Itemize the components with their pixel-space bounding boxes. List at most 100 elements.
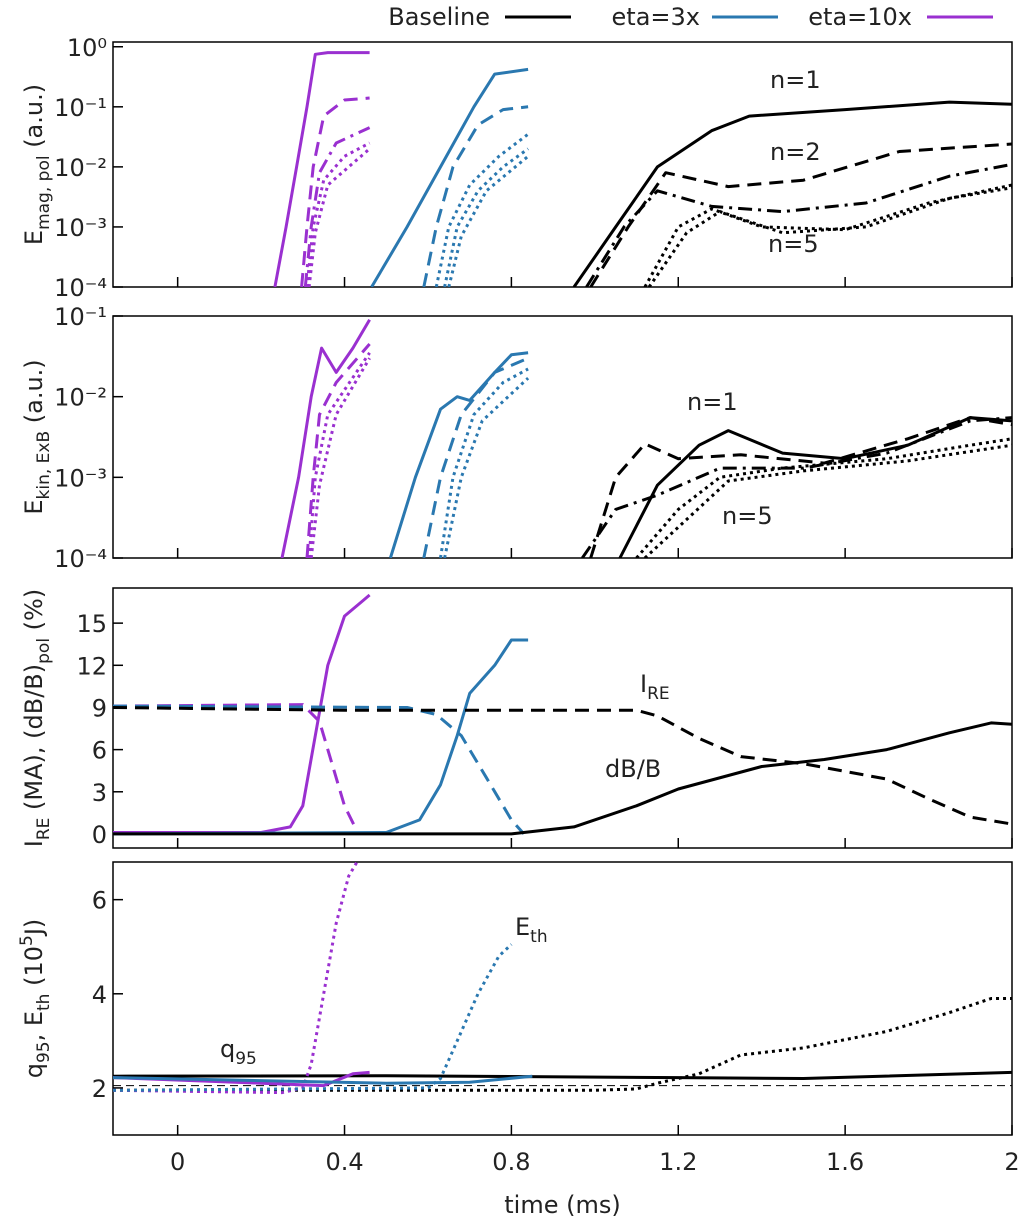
- annotation: n=2: [770, 138, 821, 166]
- y-tick-label: 9: [92, 694, 107, 722]
- y-tick-label: 15: [76, 610, 107, 638]
- y-tick-label: 10⁻¹: [54, 303, 107, 331]
- text-part: J): [20, 919, 48, 937]
- series-line: [434, 133, 530, 287]
- series-group: [113, 593, 1012, 836]
- text-part: (MA), (dB/B): [20, 664, 48, 818]
- x-tick-label: 0.4: [325, 1148, 363, 1176]
- text-part: n=2: [770, 138, 821, 166]
- y-tick-label: 6: [92, 737, 107, 765]
- y-tick-label: 10⁻²: [54, 384, 107, 412]
- text-part: E: [20, 499, 48, 514]
- legend-label: Baseline: [388, 3, 490, 31]
- text-part: th: [530, 927, 547, 947]
- series-line: [422, 356, 529, 558]
- text-part: E: [20, 230, 48, 245]
- text-part: RE: [34, 818, 54, 841]
- text-part: pol: [34, 638, 54, 664]
- y-tick-label: 10⁻¹: [54, 94, 107, 122]
- series-line: [300, 96, 370, 287]
- series-line: [447, 155, 530, 287]
- series-line: [443, 377, 530, 558]
- text-part: (%): [20, 589, 48, 638]
- series-line: [113, 593, 371, 834]
- y-tick-label: 10⁰: [67, 34, 107, 62]
- series-line: [309, 357, 371, 558]
- series-line: [113, 1070, 1012, 1080]
- series-line: [307, 147, 371, 287]
- annotation: n=5: [722, 502, 773, 530]
- series-line: [113, 1074, 533, 1085]
- series-group: [273, 51, 1012, 287]
- text-part: (a.u.): [20, 359, 48, 431]
- text-part: (a.u.): [20, 84, 48, 156]
- y-tick-label: 10⁻³: [54, 464, 107, 492]
- series-line: [585, 162, 1012, 287]
- annotation: Eth: [515, 913, 548, 947]
- text-part: 95: [235, 1049, 257, 1069]
- series-line: [581, 416, 1012, 558]
- text-part: E: [515, 913, 530, 941]
- x-tick-label: 1.6: [826, 1148, 864, 1176]
- plot-frame: [112, 41, 1013, 288]
- text-part: kin, ExB: [34, 431, 54, 500]
- x-tick-label: 1.2: [659, 1148, 697, 1176]
- series-line: [589, 142, 1012, 287]
- series-line: [113, 703, 359, 832]
- series-line: [439, 367, 529, 558]
- series-line: [113, 706, 1012, 826]
- text-part: q: [220, 1035, 235, 1063]
- series-line: [305, 141, 371, 287]
- annotation: q95: [220, 1035, 257, 1069]
- y-tick-label: 4: [92, 981, 107, 1009]
- annotation: n=5: [768, 230, 819, 258]
- series-line: [572, 100, 1012, 287]
- annotation: dB/B: [605, 755, 661, 783]
- y-tick-label: 3: [92, 779, 107, 807]
- series-line: [113, 638, 529, 836]
- series-line: [635, 437, 1012, 558]
- y-axis-label: q95, Eth (105J): [17, 919, 54, 1079]
- y-tick-label: 10⁻³: [54, 214, 107, 242]
- text-part: (10: [20, 946, 48, 994]
- series-line: [113, 862, 359, 1095]
- legend-label: eta=3x: [612, 3, 700, 31]
- series-line: [113, 1070, 370, 1088]
- x-axis-label: time (ms): [504, 1191, 620, 1219]
- y-axis-label: Ekin, ExB (a.u.): [20, 359, 54, 514]
- series-line: [388, 351, 529, 558]
- y-tick-label: 6: [92, 887, 107, 915]
- text-part: n=1: [687, 388, 738, 416]
- text-part: mag, pol: [34, 155, 54, 230]
- text-part: n=1: [770, 66, 821, 94]
- plot-frame: [112, 861, 1013, 1136]
- text-part: n=5: [768, 230, 819, 258]
- series-line: [589, 416, 1012, 558]
- y-tick-label: 10⁻⁴: [54, 545, 107, 573]
- series-line: [647, 186, 1012, 287]
- legend-label: eta=10x: [808, 3, 912, 31]
- plot-frame: [112, 315, 1013, 559]
- series-line: [618, 416, 1012, 558]
- text-part: dB/B: [605, 755, 661, 783]
- series-line: [370, 67, 529, 287]
- series-line: [443, 147, 529, 287]
- series-group: [280, 318, 1012, 558]
- annotation: IRE: [640, 670, 670, 704]
- series-line: [280, 318, 371, 558]
- y-tick-label: 2: [92, 1075, 107, 1103]
- series-line: [113, 721, 1012, 836]
- series-line: [643, 183, 1012, 287]
- annotation: n=1: [770, 66, 821, 94]
- series-line: [113, 704, 526, 835]
- x-tick-label: 2: [1004, 1148, 1019, 1176]
- annotation: n=1: [687, 388, 738, 416]
- text-part: q: [20, 1063, 48, 1078]
- text-part: , E: [20, 1011, 48, 1041]
- series-line: [422, 105, 529, 287]
- y-tick-label: 12: [76, 652, 107, 680]
- series-line: [305, 343, 371, 558]
- x-tick-label: 0: [170, 1148, 185, 1176]
- y-tick-label: 0: [92, 821, 107, 849]
